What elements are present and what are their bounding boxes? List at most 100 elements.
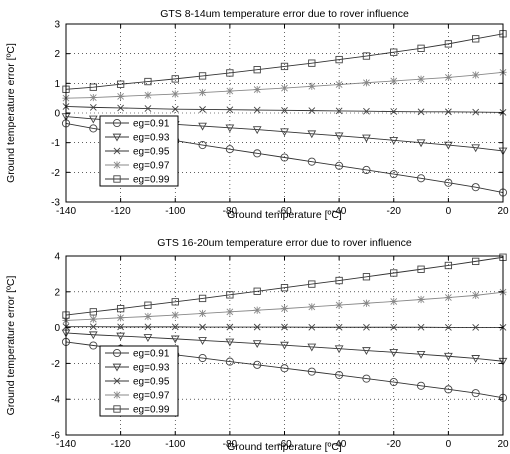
data-point xyxy=(171,311,179,319)
data-point xyxy=(281,106,288,114)
data-point xyxy=(472,324,480,331)
data-point xyxy=(444,141,453,150)
data-point xyxy=(362,134,371,143)
legend-label: eg=0.91 xyxy=(133,119,170,130)
data-point xyxy=(88,331,98,340)
data-point xyxy=(335,161,344,170)
series-eg=0.97 xyxy=(62,288,507,325)
data-point xyxy=(472,108,480,116)
data-point xyxy=(308,59,316,67)
data-point xyxy=(89,124,98,133)
data-point xyxy=(308,303,316,311)
series-eg=0.95 xyxy=(62,103,507,116)
data-point xyxy=(116,332,125,341)
data-point xyxy=(143,334,153,342)
legend-label: eg=0.91 xyxy=(133,349,170,360)
legend-label: eg=0.99 xyxy=(133,175,170,186)
series-line xyxy=(65,256,504,316)
data-point xyxy=(144,91,152,99)
legend-marker xyxy=(113,391,121,399)
data-point xyxy=(198,309,207,318)
data-point xyxy=(335,55,343,64)
data-point xyxy=(226,87,234,95)
x-tick-label: -20 xyxy=(387,206,402,217)
data-point xyxy=(417,381,426,390)
data-point xyxy=(198,294,207,303)
series-eg=0.97 xyxy=(62,68,507,102)
data-point xyxy=(416,350,426,359)
y-tick-label: 0 xyxy=(54,109,60,120)
data-point xyxy=(280,364,289,373)
data-point xyxy=(170,335,180,344)
y-tick-label: 3 xyxy=(54,20,60,31)
data-point xyxy=(307,157,316,166)
data-point xyxy=(389,170,398,179)
chart-2: -140 -120 -100 -80 -60 -40 -20 0 20-6-4-2024GTS … xyxy=(5,237,509,453)
data-point xyxy=(253,149,262,158)
x-tick-label: -100 xyxy=(165,439,185,450)
x-tick-label: -40 xyxy=(332,439,347,450)
data-point xyxy=(198,122,207,131)
data-point xyxy=(472,257,480,266)
legend-label: eg=0.97 xyxy=(133,391,170,402)
data-point xyxy=(417,265,425,273)
data-point xyxy=(89,93,97,102)
data-point xyxy=(390,48,398,56)
data-point xyxy=(444,385,453,394)
y-tick-label: 4 xyxy=(54,252,60,263)
y-tick-label: 2 xyxy=(54,49,60,60)
data-point xyxy=(280,84,289,92)
series-line xyxy=(65,33,504,90)
series-line xyxy=(65,332,504,362)
legend-label: eg=0.97 xyxy=(133,161,170,172)
data-point xyxy=(335,323,343,331)
y-tick-label: -1 xyxy=(51,138,60,149)
data-point xyxy=(199,323,206,331)
x-tick-label: 20 xyxy=(497,206,509,217)
data-point xyxy=(280,341,289,350)
data-point xyxy=(308,280,316,288)
x-tick-label: 0 xyxy=(446,439,452,450)
data-point xyxy=(417,108,425,116)
legend: eg=0.91 eg=0.93 eg=0.95 eg=0.97 eg=0.99 xyxy=(99,115,179,187)
chart-1: -140 -120 -100 -80 -60 -40 -20 0 20 -3 -2 -1 0 1 2 3 GTS… xyxy=(5,8,509,221)
data-point xyxy=(308,82,316,90)
data-point xyxy=(280,62,289,71)
y-axis-label: Ground temperature error [ºC] xyxy=(5,276,17,416)
data-point xyxy=(171,90,179,98)
data-point xyxy=(116,304,125,313)
y-tick-label: -2 xyxy=(51,359,60,370)
data-point xyxy=(280,153,289,162)
data-point xyxy=(390,108,398,115)
data-point xyxy=(362,165,371,175)
y-tick-label: -6 xyxy=(51,431,60,442)
legend-label: eg=0.95 xyxy=(133,377,170,388)
data-point xyxy=(171,298,179,306)
x-tick-label: -80 xyxy=(223,439,238,450)
data-point xyxy=(199,106,206,113)
data-point xyxy=(416,139,426,148)
data-point xyxy=(308,323,316,331)
data-point xyxy=(252,340,262,349)
data-point xyxy=(444,352,453,361)
data-point xyxy=(471,183,480,192)
data-point xyxy=(253,306,261,314)
data-point xyxy=(253,66,261,74)
data-point xyxy=(417,323,425,331)
legend-marker xyxy=(112,133,122,142)
data-point xyxy=(198,88,207,97)
data-point xyxy=(89,341,98,350)
data-point xyxy=(390,297,398,306)
data-point xyxy=(253,323,261,331)
data-point xyxy=(472,291,480,299)
x-tick-label: 20 xyxy=(497,439,509,450)
data-point xyxy=(89,83,97,91)
data-point xyxy=(307,367,316,376)
y-axis-label: Ground temperature error [ºC] xyxy=(5,43,17,183)
data-point xyxy=(444,178,453,187)
data-point xyxy=(144,301,152,309)
data-point xyxy=(225,124,235,133)
data-point xyxy=(335,301,343,309)
x-tick-label: -120 xyxy=(111,439,131,450)
